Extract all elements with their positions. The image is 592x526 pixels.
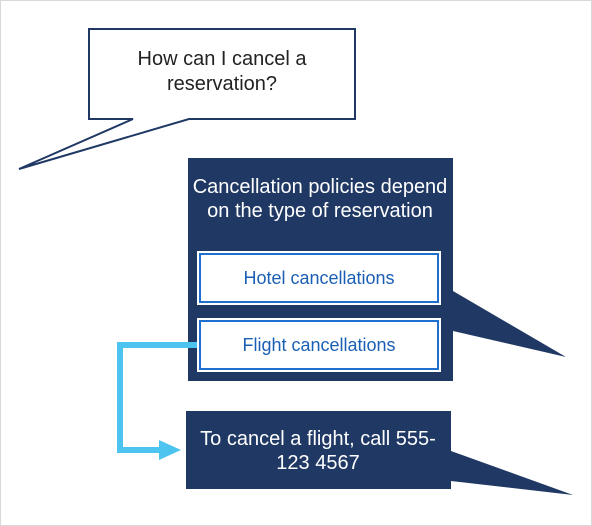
- user-question-text: How can I cancel a reservation?: [137, 48, 307, 95]
- hotel-cancellations-button[interactable]: Hotel cancellations: [197, 251, 441, 305]
- user-speech-bubble: [18, 28, 356, 170]
- follow-up-reply-bubble: [186, 411, 573, 495]
- flight-cancellations-button[interactable]: Flight cancellations: [197, 318, 441, 372]
- follow-up-reply-text: To cancel a flight, call 555-123 4567: [200, 428, 436, 474]
- bot-reply-text: Cancellation policies depend on the type…: [192, 176, 448, 222]
- connector-arrowhead: [159, 440, 181, 460]
- connector-arrow: [117, 342, 199, 453]
